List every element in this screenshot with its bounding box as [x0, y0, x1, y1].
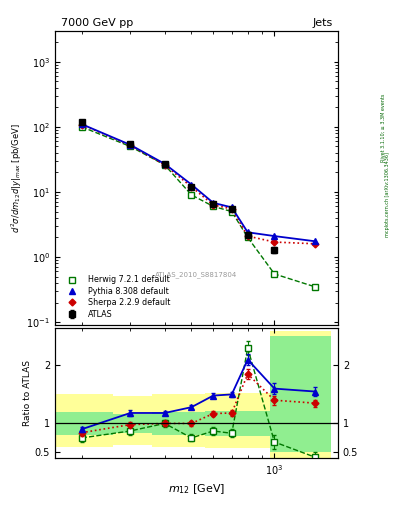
Pythia 8.308 default — [211, 200, 216, 206]
Sherpa 2.2.9 default — [128, 142, 133, 148]
Y-axis label: Ratio to ATLAS: Ratio to ATLAS — [23, 360, 32, 426]
Sherpa 2.2.9 default — [79, 122, 84, 128]
Herwig 7.2.1 default — [128, 143, 133, 150]
X-axis label: $m_{12}$ [GeV]: $m_{12}$ [GeV] — [168, 482, 225, 496]
Y-axis label: $d^2\sigma/dm_{12}d|y|_{max}$ [pb/GeV]: $d^2\sigma/dm_{12}d|y|_{max}$ [pb/GeV] — [9, 123, 24, 233]
Pythia 8.308 default — [189, 181, 194, 187]
Herwig 7.2.1 default — [79, 124, 84, 130]
Text: ATLAS_2010_S8817804: ATLAS_2010_S8817804 — [155, 272, 238, 279]
Herwig 7.2.1 default — [272, 271, 277, 277]
Sherpa 2.2.9 default — [272, 239, 277, 245]
Pythia 8.308 default — [162, 161, 167, 167]
Line: Herwig 7.2.1 default: Herwig 7.2.1 default — [79, 124, 318, 290]
Pythia 8.308 default — [79, 121, 84, 127]
Herwig 7.2.1 default — [189, 192, 194, 198]
Sherpa 2.2.9 default — [230, 206, 234, 212]
Text: 7000 GeV pp: 7000 GeV pp — [61, 18, 133, 28]
Sherpa 2.2.9 default — [245, 233, 250, 239]
Text: Rivet 3.1.10; ≥ 3.3M events: Rivet 3.1.10; ≥ 3.3M events — [381, 94, 386, 162]
Pythia 8.308 default — [272, 233, 277, 239]
Herwig 7.2.1 default — [230, 208, 234, 215]
Herwig 7.2.1 default — [245, 234, 250, 241]
Sherpa 2.2.9 default — [162, 162, 167, 168]
Line: Sherpa 2.2.9 default: Sherpa 2.2.9 default — [79, 122, 317, 246]
Herwig 7.2.1 default — [312, 284, 317, 290]
Pythia 8.308 default — [312, 238, 317, 244]
Text: Jets: Jets — [312, 18, 332, 28]
Pythia 8.308 default — [230, 204, 234, 210]
Sherpa 2.2.9 default — [189, 184, 194, 190]
Line: Pythia 8.308 default: Pythia 8.308 default — [78, 121, 318, 245]
Herwig 7.2.1 default — [211, 203, 216, 209]
Sherpa 2.2.9 default — [211, 202, 216, 208]
Text: mcplots.cern.ch [arXiv:1306.3436]: mcplots.cern.ch [arXiv:1306.3436] — [386, 152, 390, 237]
Pythia 8.308 default — [245, 229, 250, 236]
Herwig 7.2.1 default — [162, 162, 167, 168]
Legend: Herwig 7.2.1 default, Pythia 8.308 default, Sherpa 2.2.9 default, ATLAS: Herwig 7.2.1 default, Pythia 8.308 defau… — [59, 273, 173, 321]
Pythia 8.308 default — [128, 142, 133, 148]
Sherpa 2.2.9 default — [312, 241, 317, 247]
